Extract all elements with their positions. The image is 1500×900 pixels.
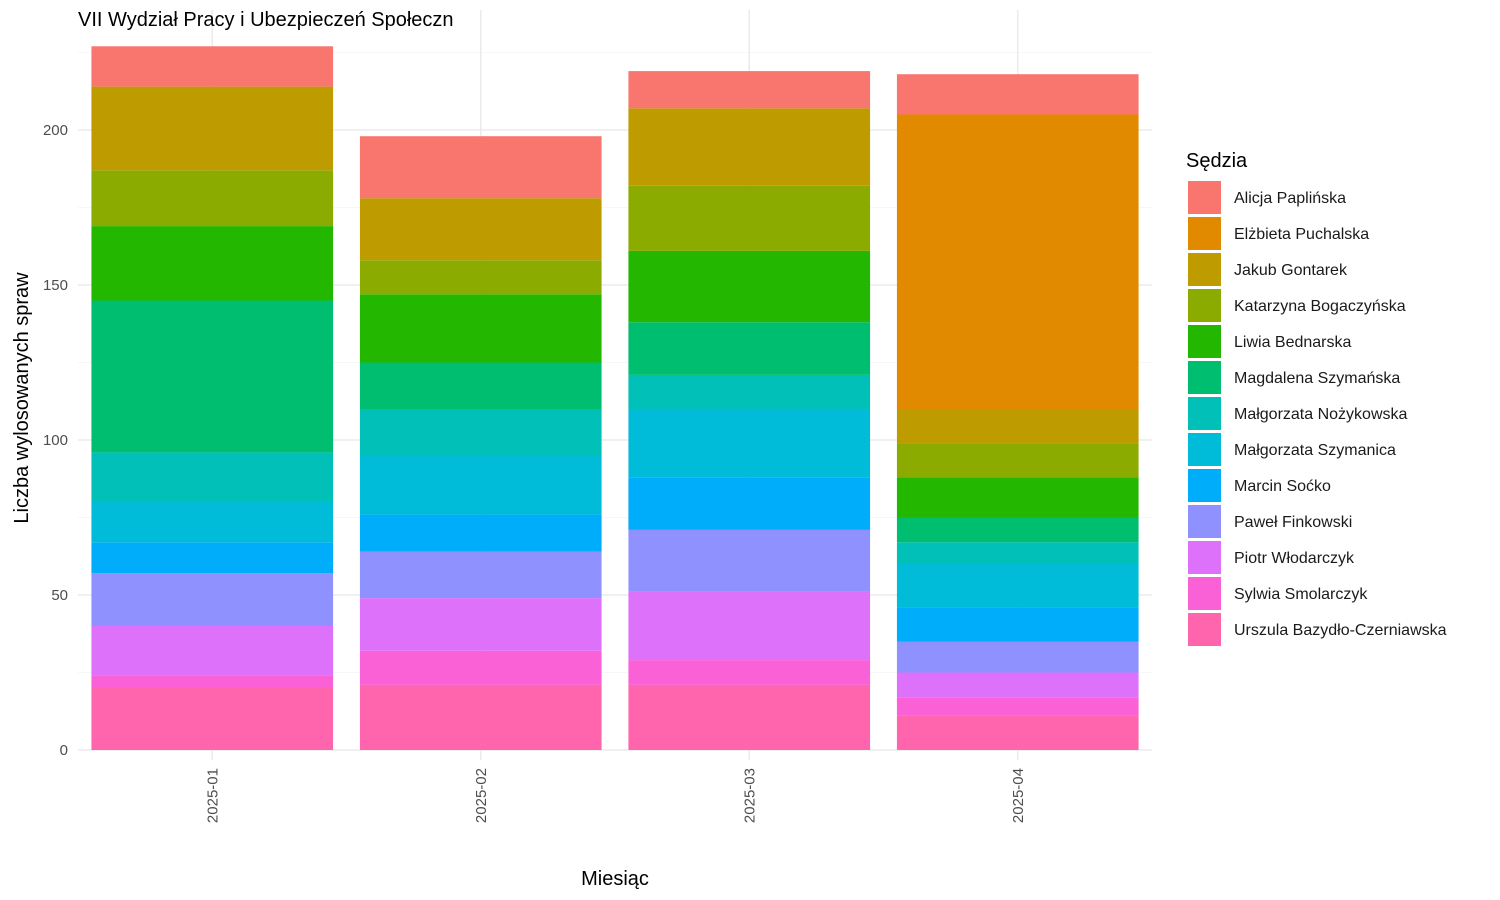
legend-swatch — [1188, 181, 1221, 214]
bar-segment — [896, 409, 1139, 444]
bar-segment — [359, 455, 602, 515]
bar-segment — [896, 672, 1139, 698]
chart-title: VII Wydział Pracy i Ubezpieczeń Społeczn — [78, 9, 454, 31]
bar-segment — [628, 684, 871, 750]
bar-segment — [896, 517, 1139, 543]
bar-segment — [359, 409, 602, 456]
legend-label: Alicja Paplińska — [1234, 190, 1346, 207]
bar-segment — [91, 452, 334, 502]
bar-segment — [91, 502, 334, 543]
bar-segment — [628, 591, 871, 661]
bar-segment — [896, 477, 1139, 518]
legend-swatch — [1188, 541, 1221, 574]
bar-segment — [91, 626, 334, 676]
legend-label: Urszula Bazydło-Czerniawska — [1234, 622, 1447, 639]
y-tick-label: 200 — [43, 122, 68, 139]
bar-segment — [896, 74, 1139, 115]
bar-segment — [91, 46, 334, 87]
bar-segment — [896, 114, 1139, 409]
legend-label: Piotr Włodarczyk — [1234, 550, 1355, 567]
bar-segment — [896, 564, 1139, 608]
legend-label: Katarzyna Bogaczyńska — [1234, 298, 1406, 315]
legend-label: Małgorzata Nożykowska — [1234, 406, 1408, 423]
y-tick-label: 50 — [51, 587, 68, 604]
bar-segment — [91, 688, 334, 750]
bar-segment — [628, 322, 871, 375]
bar-segment — [628, 250, 871, 323]
bar-segment — [896, 443, 1139, 478]
legend-swatch — [1188, 469, 1221, 502]
x-tick-label: 2025-01 — [204, 768, 221, 823]
y-tick-label: 100 — [43, 432, 68, 449]
bar-segment — [628, 71, 871, 109]
bar-segment — [91, 542, 334, 574]
bar-segment — [359, 551, 602, 599]
x-tick-label: 2025-03 — [741, 768, 758, 823]
x-axis: 2025-01 2025-02 2025-03 2025-04 — [204, 768, 1027, 823]
bar-segment — [359, 514, 602, 552]
legend-swatch — [1188, 253, 1221, 286]
bar-segment — [359, 598, 602, 651]
bar-segment — [628, 409, 871, 478]
bar-segment — [359, 362, 602, 409]
bar-segment — [359, 684, 602, 750]
bar-segment — [359, 650, 602, 685]
bar-segment — [91, 86, 334, 171]
x-tick-label: 2025-04 — [1010, 768, 1027, 823]
bar-segment — [896, 641, 1139, 673]
bar-segment — [359, 260, 602, 295]
legend-swatch — [1188, 577, 1221, 610]
legend-label: Paweł Finkowski — [1234, 514, 1352, 531]
y-axis-title: Liczba wylosowanych spraw — [11, 272, 33, 524]
bar-segment — [896, 715, 1139, 750]
legend-label: Sylwia Smolarczyk — [1234, 586, 1368, 603]
legend-label: Elżbieta Puchalska — [1234, 226, 1369, 243]
bar-segment — [91, 675, 334, 688]
legend-label: Jakub Gontarek — [1234, 262, 1348, 279]
legend-swatch — [1188, 217, 1221, 250]
y-tick-label: 150 — [43, 277, 68, 294]
x-tick-label: 2025-02 — [473, 768, 490, 823]
legend-label: Marcin Soćko — [1234, 478, 1331, 495]
bar-segment — [896, 697, 1139, 716]
bar-segment — [896, 542, 1139, 564]
bar-segment — [91, 300, 334, 453]
bar-segment — [628, 529, 871, 592]
legend-swatch — [1188, 433, 1221, 466]
legend-swatch — [1188, 289, 1221, 322]
bars — [91, 46, 1139, 750]
x-axis-title: Miesiąc — [581, 868, 649, 890]
legend-swatch — [1188, 505, 1221, 538]
bar-segment — [91, 573, 334, 626]
bar-segment — [896, 607, 1139, 642]
bar-segment — [359, 136, 602, 199]
bar-segment — [628, 477, 871, 530]
bar-segment — [91, 226, 334, 301]
bar-segment — [628, 108, 871, 186]
legend-swatch — [1188, 361, 1221, 394]
legend-swatch — [1188, 397, 1221, 430]
bar-segment — [628, 185, 871, 251]
legend-label: Magdalena Szymańska — [1234, 370, 1400, 387]
legend-label: Małgorzata Szymanica — [1234, 442, 1396, 459]
legend-label: Liwia Bednarska — [1234, 334, 1352, 351]
bar-segment — [628, 660, 871, 685]
legend-swatch — [1188, 613, 1221, 646]
legend: Sędzia Alicja Paplińska Elżbieta Puchalsk… — [1186, 150, 1447, 646]
legend-swatch — [1188, 325, 1221, 358]
bar-segment — [91, 170, 334, 227]
legend-title: Sędzia — [1186, 150, 1248, 172]
bar-segment — [628, 374, 871, 409]
y-tick-label: 0 — [60, 742, 68, 759]
y-axis: 0 50 100 150 200 — [43, 122, 68, 759]
bar-segment — [359, 294, 602, 363]
bar-segment — [359, 198, 602, 261]
